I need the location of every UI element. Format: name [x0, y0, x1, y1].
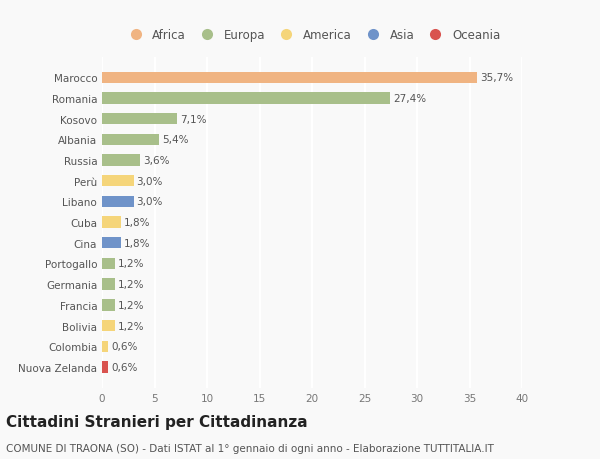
Text: 1,8%: 1,8%: [124, 238, 151, 248]
Text: 1,2%: 1,2%: [118, 300, 144, 310]
Text: 5,4%: 5,4%: [162, 135, 188, 145]
Bar: [102, 320, 115, 331]
Text: 7,1%: 7,1%: [180, 114, 206, 124]
Bar: [102, 279, 115, 290]
Text: 27,4%: 27,4%: [393, 94, 426, 104]
Text: 3,0%: 3,0%: [137, 176, 163, 186]
Text: COMUNE DI TRAONA (SO) - Dati ISTAT al 1° gennaio di ogni anno - Elaborazione TUT: COMUNE DI TRAONA (SO) - Dati ISTAT al 1°…: [6, 443, 494, 453]
Text: 1,2%: 1,2%: [118, 280, 144, 290]
Text: 1,8%: 1,8%: [124, 218, 151, 228]
Bar: [102, 300, 115, 311]
Bar: [102, 114, 176, 125]
Bar: [102, 134, 159, 146]
Bar: [102, 362, 109, 373]
Text: 1,2%: 1,2%: [118, 259, 144, 269]
Bar: [102, 73, 477, 84]
Legend: Africa, Europa, America, Asia, Oceania: Africa, Europa, America, Asia, Oceania: [120, 25, 504, 45]
Bar: [102, 196, 133, 207]
Bar: [102, 93, 390, 104]
Text: 0,6%: 0,6%: [112, 362, 138, 372]
Text: 1,2%: 1,2%: [118, 321, 144, 331]
Text: 3,6%: 3,6%: [143, 156, 169, 166]
Bar: [102, 258, 115, 269]
Bar: [102, 341, 109, 352]
Text: 0,6%: 0,6%: [112, 341, 138, 352]
Bar: [102, 217, 121, 228]
Bar: [102, 238, 121, 249]
Text: 35,7%: 35,7%: [480, 73, 513, 83]
Bar: [102, 176, 133, 187]
Text: 3,0%: 3,0%: [137, 197, 163, 207]
Bar: [102, 155, 140, 166]
Text: Cittadini Stranieri per Cittadinanza: Cittadini Stranieri per Cittadinanza: [6, 414, 308, 429]
